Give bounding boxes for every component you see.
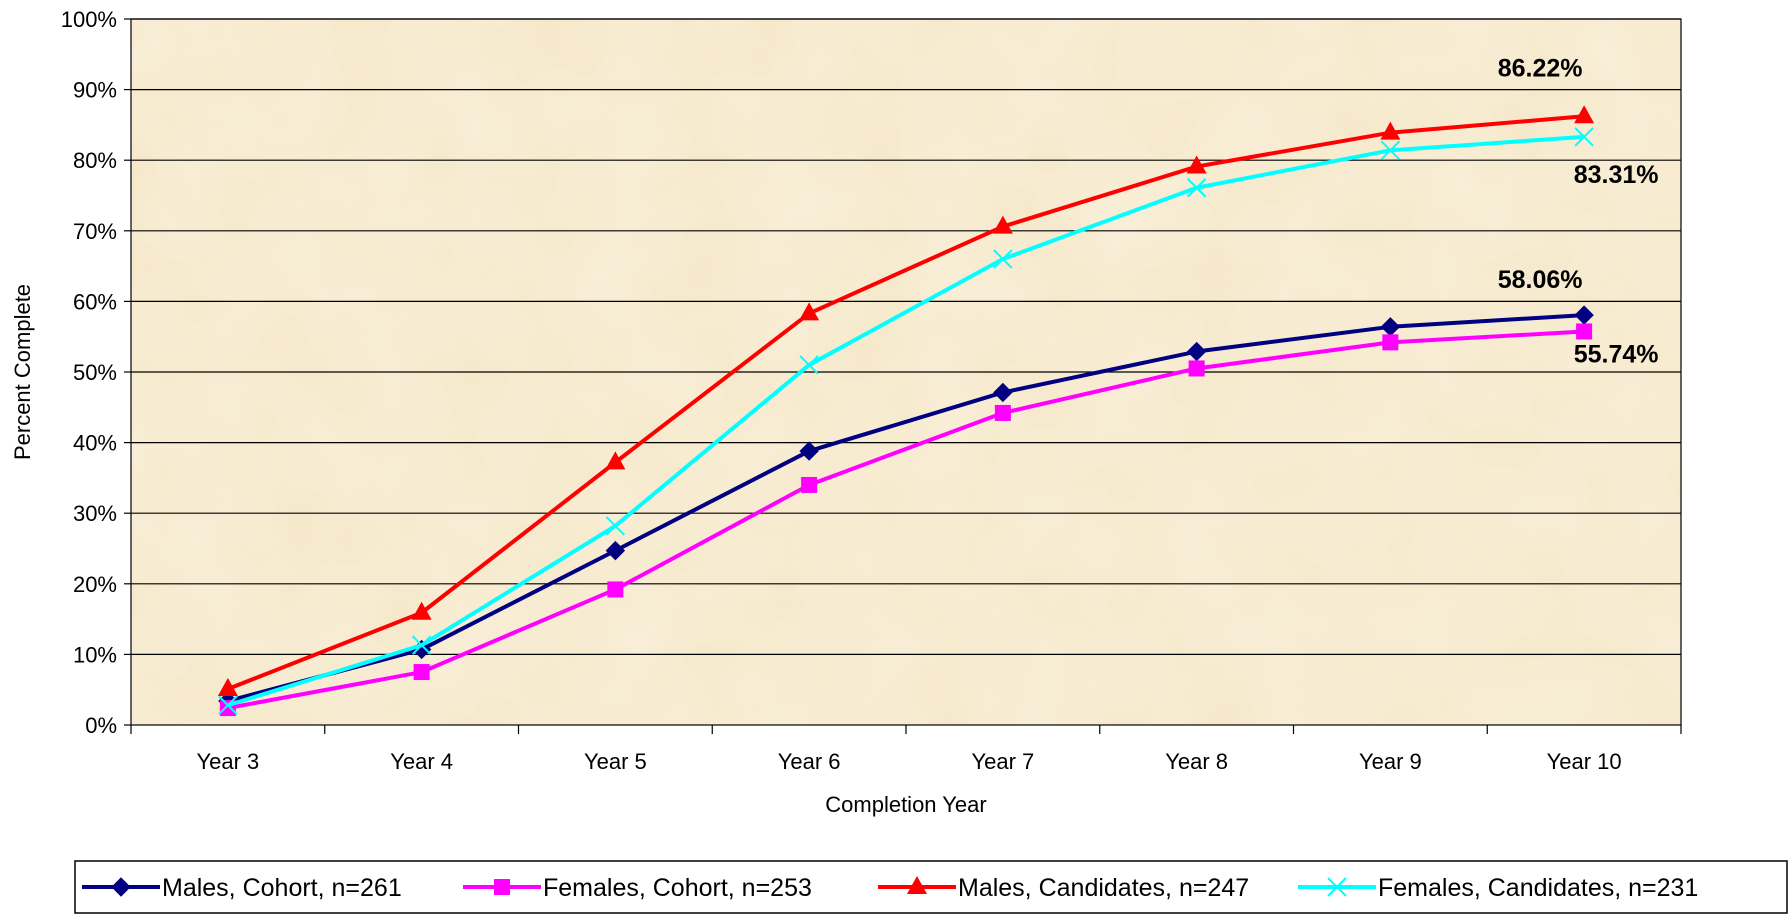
x-tick-label: Year 10 [1547,749,1622,774]
legend-item: Females, Candidates, n=231 [1298,874,1698,902]
data-point [799,441,819,461]
y-tick-label: 50% [73,360,117,385]
data-point [993,249,1013,269]
end-value-label: 55.74% [1574,340,1659,368]
legend-label: Females, Candidates, n=231 [1378,874,1698,902]
legend-item: Females, Cohort, n=253 [463,874,812,902]
data-point [992,215,1013,234]
series-line [227,134,1585,708]
series-line [227,329,1585,711]
y-tick-label: 40% [73,431,117,456]
data-point [218,695,238,715]
data-point [1574,105,1595,124]
data-point [799,302,820,321]
data-point [605,516,626,536]
end-value-label: 58.06% [1498,266,1583,294]
legend-marker [494,879,510,895]
y-tick-label: 0% [85,713,117,738]
legend: Males, Cohort, n=261 Females, Cohort, n=2… [74,860,1788,914]
data-point [1186,155,1207,174]
data-point [1382,334,1399,351]
series-layer [217,105,1595,717]
data-point [1380,121,1401,140]
legend-item: Males, Candidates, n=247 [878,874,1249,902]
legend-label: Females, Cohort, n=253 [543,874,812,902]
y-tick-label: 60% [73,289,117,314]
x-tick-label: Year 9 [1359,749,1422,774]
series-1 [219,323,1593,717]
data-point [413,664,430,681]
data-labels: 58.06% 55.74% 86.22% 83.31% [1498,54,1659,368]
data-point [1380,140,1401,161]
x-tick-label: Year 5 [584,749,647,774]
y-tick-label: 100% [61,7,117,32]
data-point [605,451,626,470]
data-point [799,355,819,375]
data-point [411,601,432,620]
data-point [607,581,624,598]
y-tick-label: 10% [73,642,117,667]
legend-marker [907,876,927,894]
axes: 0% 10% 20% 30% 40% 50% 60% 70% 80% 90% 100% Year 3 Y… [61,7,1682,774]
y-tick-label: 80% [73,148,117,173]
y-tick-label: 20% [73,572,117,597]
y-tick-label: 70% [73,219,117,244]
x-tick-label: Year 8 [1165,749,1228,774]
legend-item: Males, Cohort, n=261 [82,874,402,902]
y-tick-label: 30% [73,501,117,526]
y-axis-title: Percent Complete [10,284,35,460]
legend-marker [111,877,131,897]
series-line [227,313,1585,703]
data-point [217,677,238,696]
data-point [411,635,432,655]
x-tick-label: Year 4 [390,749,453,774]
series-line [227,114,1585,691]
data-point [994,404,1011,421]
data-point [1576,323,1593,340]
data-point [1574,127,1594,147]
end-value-label: 83.31% [1574,161,1659,189]
data-point [801,476,818,493]
end-value-label: 86.22% [1498,54,1583,82]
x-tick-label: Year 7 [971,749,1034,774]
data-point [1186,178,1207,198]
series-2 [217,105,1595,696]
x-axis-title: Completion Year [825,792,986,817]
legend-label: Males, Cohort, n=261 [162,874,402,902]
data-point [993,382,1013,403]
x-tick-label: Year 6 [778,749,841,774]
legend-label: Males, Candidates, n=247 [958,874,1249,902]
series-3 [218,127,1594,715]
legend-marker [1327,877,1347,897]
y-tick-label: 90% [73,78,117,103]
data-point [1188,360,1205,377]
x-tick-label: Year 3 [196,749,259,774]
data-point [605,540,626,561]
